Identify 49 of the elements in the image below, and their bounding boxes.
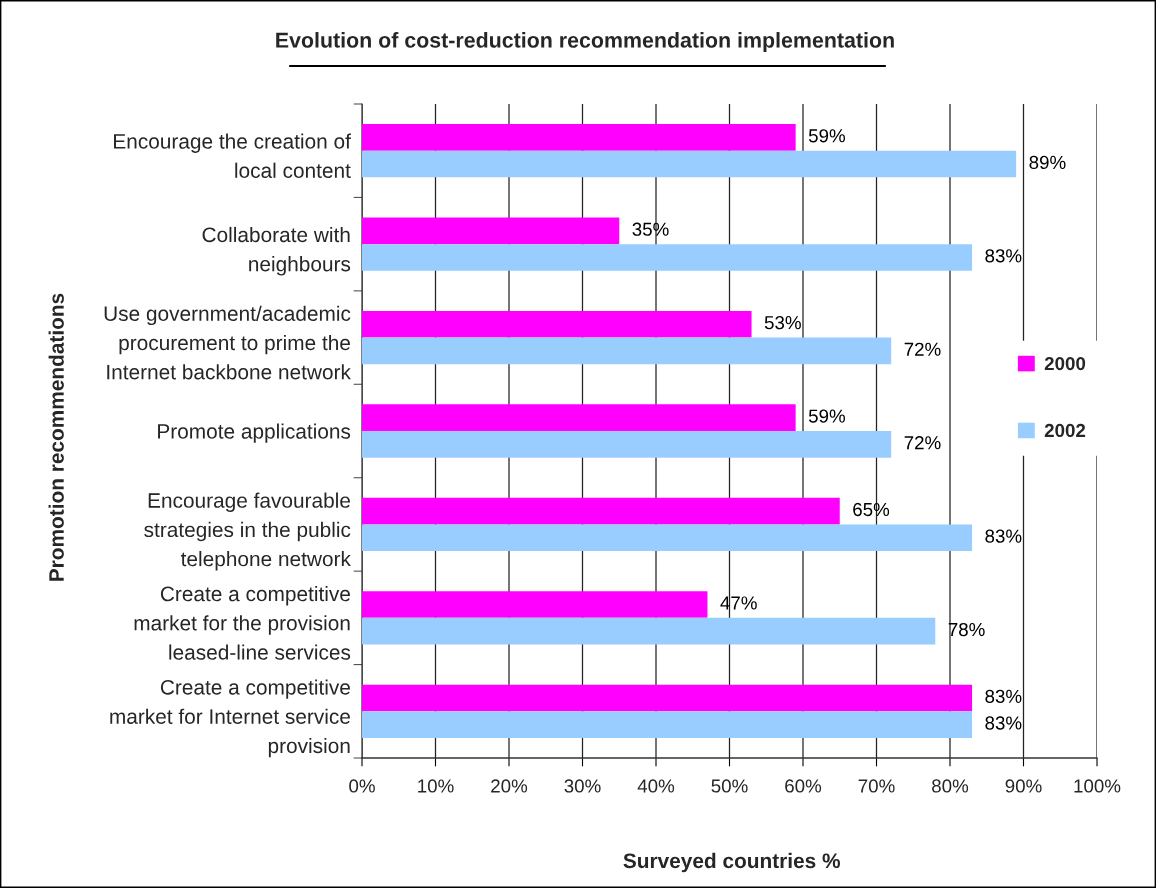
data-label: 53%: [764, 316, 801, 330]
x-tick-label: 80%: [932, 779, 969, 793]
bar: [362, 310, 752, 338]
chart-title: Evolution of cost-reduction recommendation implementation: [276, 32, 894, 52]
x-tick-label: 30%: [564, 779, 601, 793]
x-tick-label: 90%: [1005, 779, 1042, 793]
bar: [362, 524, 973, 552]
bar: [362, 337, 892, 365]
x-tick-label: 60%: [785, 779, 822, 793]
bar: [362, 217, 620, 245]
bar: [362, 617, 936, 645]
data-label: 59%: [808, 129, 846, 143]
y-axis-title: Promotion recommendations: [48, 293, 64, 581]
x-axis-title: Surveyed countries %: [623, 852, 840, 873]
bar: [362, 711, 973, 738]
bar: [362, 404, 796, 431]
bar: [362, 150, 1017, 178]
data-label: 59%: [808, 409, 846, 423]
y-tick-label: Promote applications: [158, 423, 351, 443]
bar: [362, 497, 840, 525]
y-tick-label: Collaborate with neighbours: [202, 226, 351, 276]
x-tick-label: 20%: [491, 779, 528, 793]
y-tick-label: Create a competitive market for the provision leased-line services: [134, 585, 351, 660]
data-label: 83%: [985, 249, 1022, 263]
x-tick-label: 40%: [637, 779, 675, 793]
bar: [362, 124, 796, 151]
x-tick-label: 100%: [1074, 779, 1121, 793]
data-label: 72%: [904, 436, 941, 450]
x-tick-label: 70%: [858, 779, 895, 793]
data-label: 78%: [948, 622, 985, 637]
data-label: 89%: [1029, 155, 1066, 170]
data-label: 72%: [904, 342, 941, 356]
y-tick-label: Encourage the creation of local content: [114, 133, 351, 178]
y-tick-label: Encourage favourable strategies in the public telephone network: [144, 492, 351, 571]
x-tick-label: 50%: [711, 779, 748, 793]
x-tick-label: 10%: [418, 779, 454, 793]
legend-label: 2002: [1044, 423, 1086, 438]
bar: [362, 591, 708, 618]
data-label: 83%: [985, 689, 1022, 704]
legend-label: 2000: [1044, 356, 1086, 371]
data-label: 83%: [985, 716, 1022, 730]
y-tick-label: Create a competitive market for Internet service provision: [110, 679, 350, 758]
y-tick-label: Use government/academic procurement to prime the Internet backbone network: [104, 305, 351, 380]
bar: [362, 684, 973, 712]
data-label: 83%: [985, 529, 1022, 543]
bar: [362, 244, 973, 271]
x-tick-label: 0%: [349, 779, 375, 793]
bar: [362, 431, 892, 458]
data-label: 35%: [632, 222, 669, 236]
